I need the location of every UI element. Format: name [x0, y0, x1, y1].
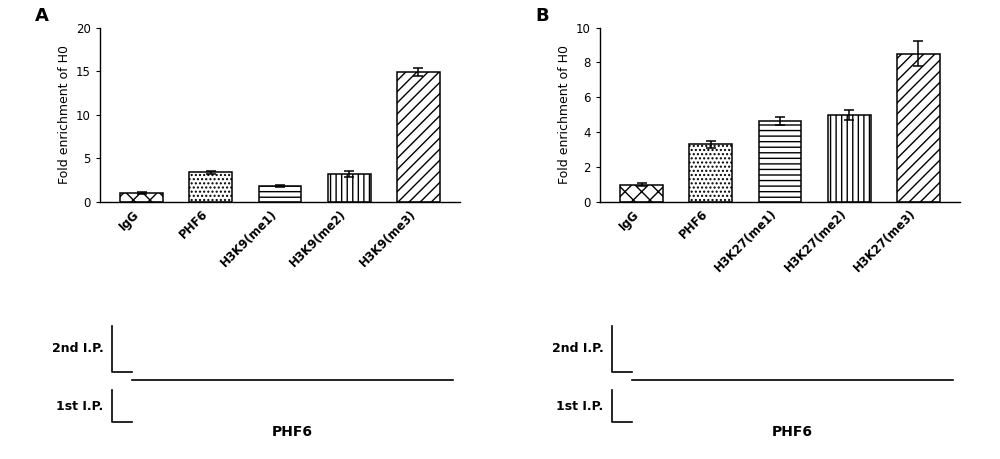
Bar [759, 121, 801, 202]
Text: PHF6: PHF6 [177, 207, 211, 241]
Text: PHF6: PHF6 [272, 425, 313, 439]
Bar [620, 185, 663, 202]
Bar [189, 172, 232, 202]
Bar [828, 115, 871, 202]
Bar [897, 54, 940, 202]
Text: H3K9(me3): H3K9(me3) [357, 207, 418, 269]
Y-axis label: Fold enrichment of H0: Fold enrichment of H0 [58, 45, 71, 184]
Text: H3K27(me1): H3K27(me1) [713, 207, 780, 275]
Y-axis label: Fold enrichment of H0: Fold enrichment of H0 [558, 45, 571, 184]
Text: IgG: IgG [116, 207, 142, 233]
Text: PHF6: PHF6 [677, 207, 711, 241]
Text: H3K9(me1): H3K9(me1) [218, 207, 280, 269]
Text: H3K9(me2): H3K9(me2) [287, 207, 349, 269]
Text: IgG: IgG [616, 207, 642, 233]
Text: 1st I.P.: 1st I.P. [556, 400, 604, 413]
Bar [259, 186, 301, 202]
Bar [120, 193, 163, 202]
Text: B: B [535, 6, 549, 25]
Text: H3K27(me3): H3K27(me3) [851, 207, 918, 275]
Bar [689, 145, 732, 202]
Text: 2nd I.P.: 2nd I.P. [552, 342, 604, 355]
Text: 1st I.P.: 1st I.P. [56, 400, 104, 413]
Bar [328, 174, 371, 202]
Text: A: A [35, 6, 49, 25]
Text: 2nd I.P.: 2nd I.P. [52, 342, 104, 355]
Bar [397, 72, 440, 202]
Text: PHF6: PHF6 [772, 425, 813, 439]
Text: H3K27(me2): H3K27(me2) [782, 207, 849, 275]
